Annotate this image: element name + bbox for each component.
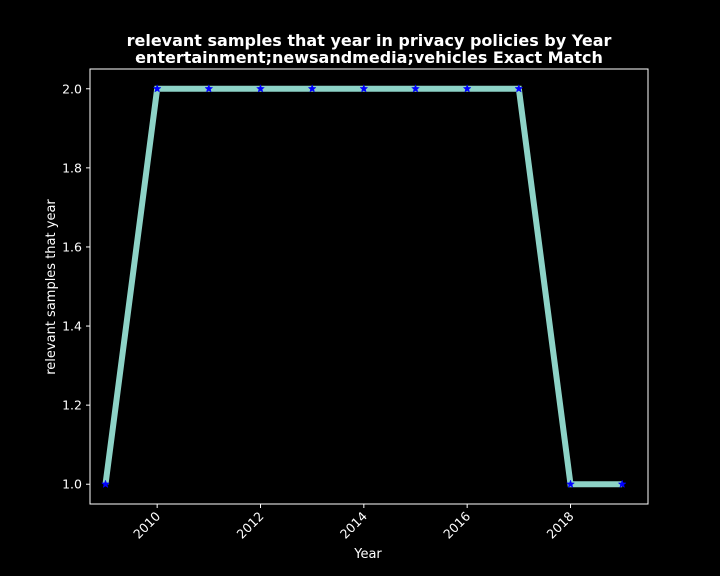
y-tick-label: 1.8 (62, 160, 82, 175)
x-tick-label: 2012 (234, 509, 267, 542)
data-point-marker (411, 84, 420, 93)
y-tick-label: 1.2 (62, 398, 82, 413)
plot-area-frame (89, 68, 649, 505)
y-tick-label: 1.6 (62, 239, 82, 254)
series-layer (101, 84, 627, 489)
x-axis-label: Year (353, 547, 382, 562)
series-line (102, 85, 623, 488)
chart-title-line-2: entertainment;newsandmedia;vehicles Exac… (135, 48, 603, 67)
data-point-marker (256, 84, 265, 93)
y-tick-label: 2.0 (62, 81, 82, 96)
y-tick-label: 1.4 (62, 319, 82, 334)
data-point-marker (566, 479, 575, 489)
x-tick-label: 2014 (337, 508, 370, 541)
data-point-marker (462, 84, 472, 93)
data-point-marker (514, 84, 524, 93)
x-tick-label: 2018 (544, 508, 577, 541)
data-point-marker (101, 479, 110, 489)
x-axis: 2010 2012 2014 2016 2018 (130, 504, 577, 542)
x-tick-label: 2010 (130, 508, 163, 541)
data-point-marker (307, 84, 317, 93)
data-point-marker (152, 84, 162, 93)
chart-title-line-1: relevant samples that year in privacy po… (127, 31, 612, 50)
data-point-marker (359, 84, 369, 93)
y-tick-label: 1.0 (62, 477, 82, 492)
data-point-marker (204, 84, 214, 93)
y-axis: 1.0 1.2 1.4 1.6 1.8 2.0 (62, 81, 90, 492)
x-tick-label: 2016 (440, 508, 473, 541)
y-axis-label: relevant samples that year (44, 199, 59, 375)
data-point-marker (617, 479, 627, 489)
